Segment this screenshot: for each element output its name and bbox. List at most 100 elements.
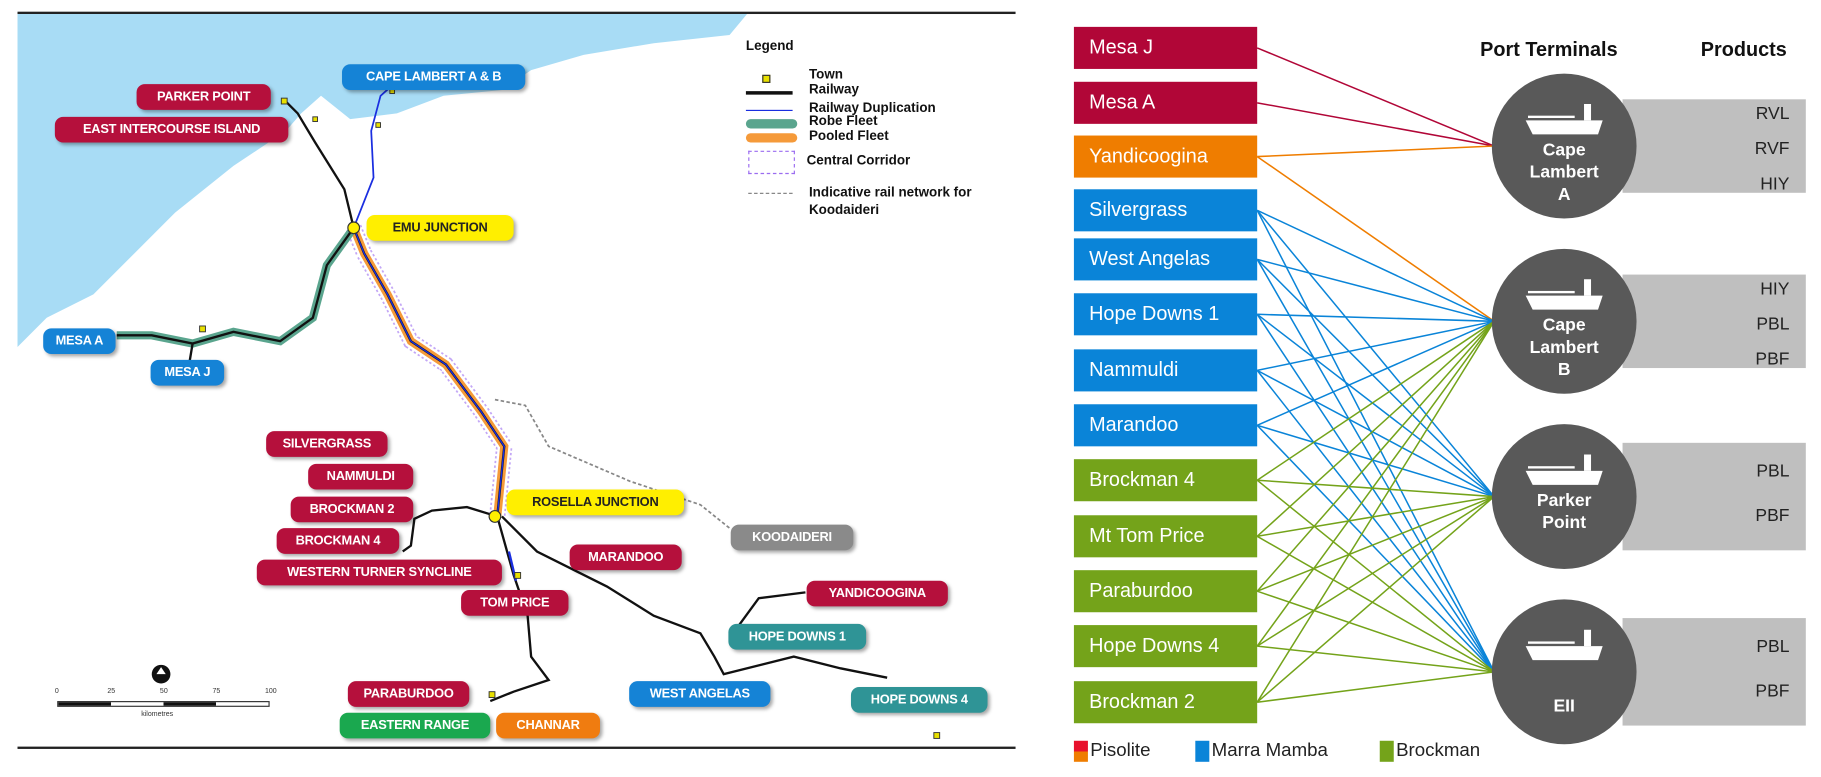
railway-duplication: [352, 85, 392, 229]
link-line: [1256, 313, 1495, 498]
link-line: [1256, 259, 1495, 673]
legend-koodaideri: Indicative rail network for Koodaideri: [808, 185, 972, 218]
product-pbf: PBF: [1755, 349, 1790, 370]
product-hiy: HIY: [1760, 279, 1790, 300]
terminal-name-line: Lambert: [1529, 337, 1599, 358]
legend-pooled: Pooled Fleet: [808, 129, 889, 144]
scale-tick: 100: [264, 688, 277, 696]
scale-tick: 0: [54, 688, 59, 696]
mine-box-hope-downs-4: Hope Downs 4: [1073, 625, 1258, 668]
mine-box-paraburdoo: Paraburdoo: [1073, 570, 1258, 613]
link-line: [1256, 479, 1495, 673]
duplication-symbol-icon: [745, 109, 793, 111]
map-label-cape-lambert-a-b: CAPE LAMBERT A & B: [342, 64, 526, 90]
legend-town: Town: [808, 67, 843, 82]
pooled-symbol-icon: [745, 133, 798, 143]
scale-tick: 75: [212, 688, 221, 696]
link-line: [1256, 535, 1495, 673]
terminal-name-line: Parker: [1536, 490, 1592, 511]
ship-icon: [1523, 102, 1605, 142]
railway-symbol-icon: [745, 91, 793, 95]
link-line: [1257, 645, 1495, 673]
legend-brockman: Brockman: [1379, 740, 1481, 763]
legend-label: Marra Mamba: [1211, 740, 1328, 761]
terminal-name-line: Cape: [1542, 315, 1586, 336]
terminal-name-line: Point: [1542, 512, 1587, 533]
link-line: [1256, 258, 1495, 323]
map-label-paraburdoo: PARABURDOO: [347, 681, 470, 707]
scale-tick: 25: [107, 688, 116, 696]
map-label-marandoo: MARANDOO: [569, 544, 682, 571]
mine-box-silvergrass: Silvergrass: [1073, 189, 1258, 232]
link-line: [1257, 671, 1495, 703]
map-label-mesa-j: MESA J: [150, 359, 225, 386]
corridor-symbol-icon: [748, 150, 795, 175]
town-markers: [199, 88, 941, 739]
map-label-hope-downs-1: HOPE DOWNS 1: [728, 623, 867, 650]
product-pbf: PBF: [1755, 505, 1790, 526]
link-line: [1256, 47, 1495, 147]
legend-robe: Robe Fleet: [808, 114, 878, 129]
link-line: [1256, 424, 1495, 498]
link-line: [1256, 320, 1495, 647]
map-label-nammuldi: NAMMULDI: [308, 463, 414, 490]
link-line: [1256, 320, 1495, 426]
link-line: [1257, 145, 1495, 158]
product-pbl: PBL: [1756, 461, 1790, 482]
legend-swatch: [1195, 740, 1210, 762]
link-line: [1256, 155, 1495, 322]
products-header: Products: [1700, 38, 1787, 61]
rosella-junction-marker: [488, 510, 502, 523]
mine-box-marandoo: Marandoo: [1073, 404, 1258, 447]
terminal-eii: EII: [1491, 599, 1637, 745]
link-line: [1256, 369, 1495, 673]
legend-corridor: Central Corridor: [806, 154, 911, 169]
map-label-east-intercourse-island: EAST INTERCOURSE ISLAND: [54, 116, 289, 143]
products-band: RVL RVF HIY: [1622, 99, 1806, 194]
legend-label: Brockman: [1396, 740, 1481, 761]
legend-swatch: [1379, 740, 1394, 762]
link-line: [1257, 320, 1495, 372]
products-band: PBL PBF: [1622, 442, 1806, 551]
legend-duplication: Railway Duplication: [808, 101, 936, 116]
product-rvf: RVF: [1754, 139, 1790, 159]
terminal-name-line: B: [1557, 359, 1571, 380]
mine-box-brockman-4: Brockman 4: [1073, 459, 1258, 502]
ship-icon: [1523, 452, 1605, 492]
map-label-mesa-a: MESA A: [43, 328, 116, 355]
link-line: [1257, 313, 1495, 323]
mine-box-mesa-j: Mesa J: [1073, 26, 1258, 69]
map-label-koodaideri: KOODAIDERI: [730, 524, 854, 551]
map-label-west-angelas: WEST ANGELAS: [629, 681, 771, 707]
map-label-western-turner-syncline: WESTERN TURNER SYNCLINE: [256, 559, 502, 586]
link-line: [1256, 369, 1495, 498]
link-line: [1256, 320, 1495, 537]
products-band: HIY PBL PBF: [1622, 274, 1806, 370]
legend-marra-mamba: Marra Mamba: [1195, 740, 1328, 763]
town-symbol-icon: [762, 74, 771, 83]
products-band: PBL PBF: [1622, 618, 1806, 726]
map-label-tom-price: TOM PRICE: [461, 590, 569, 616]
link-line: [1256, 209, 1495, 322]
koodaideri-rail: [494, 398, 731, 529]
link-line: [1256, 320, 1495, 592]
link-line: [1256, 495, 1495, 592]
link-line: [1256, 209, 1495, 673]
link-line: [1256, 313, 1495, 673]
terminal-name-line: EII: [1553, 696, 1575, 717]
pilbara-rail-map: Legend Town Railway Railway Duplication …: [17, 11, 1016, 749]
map-label-brockman-4: BROCKMAN 4: [276, 528, 400, 554]
link-line: [1256, 495, 1495, 647]
koodaideri-symbol-icon: [748, 192, 793, 194]
legend-pisolite: Pisolite: [1073, 740, 1150, 763]
product-pbl: PBL: [1756, 314, 1790, 335]
scale-tick: 50: [159, 688, 168, 696]
map-label-hope-downs-4: HOPE DOWNS 4: [850, 687, 988, 713]
product-pbf: PBF: [1755, 681, 1790, 702]
link-line: [1256, 258, 1495, 498]
north-arrow-icon: [151, 664, 171, 684]
map-label-emu-junction: EMU JUNCTION: [366, 214, 514, 241]
mine-box-mesa-a: Mesa A: [1073, 81, 1258, 124]
map-label-brockman-2: BROCKMAN 2: [290, 496, 414, 523]
